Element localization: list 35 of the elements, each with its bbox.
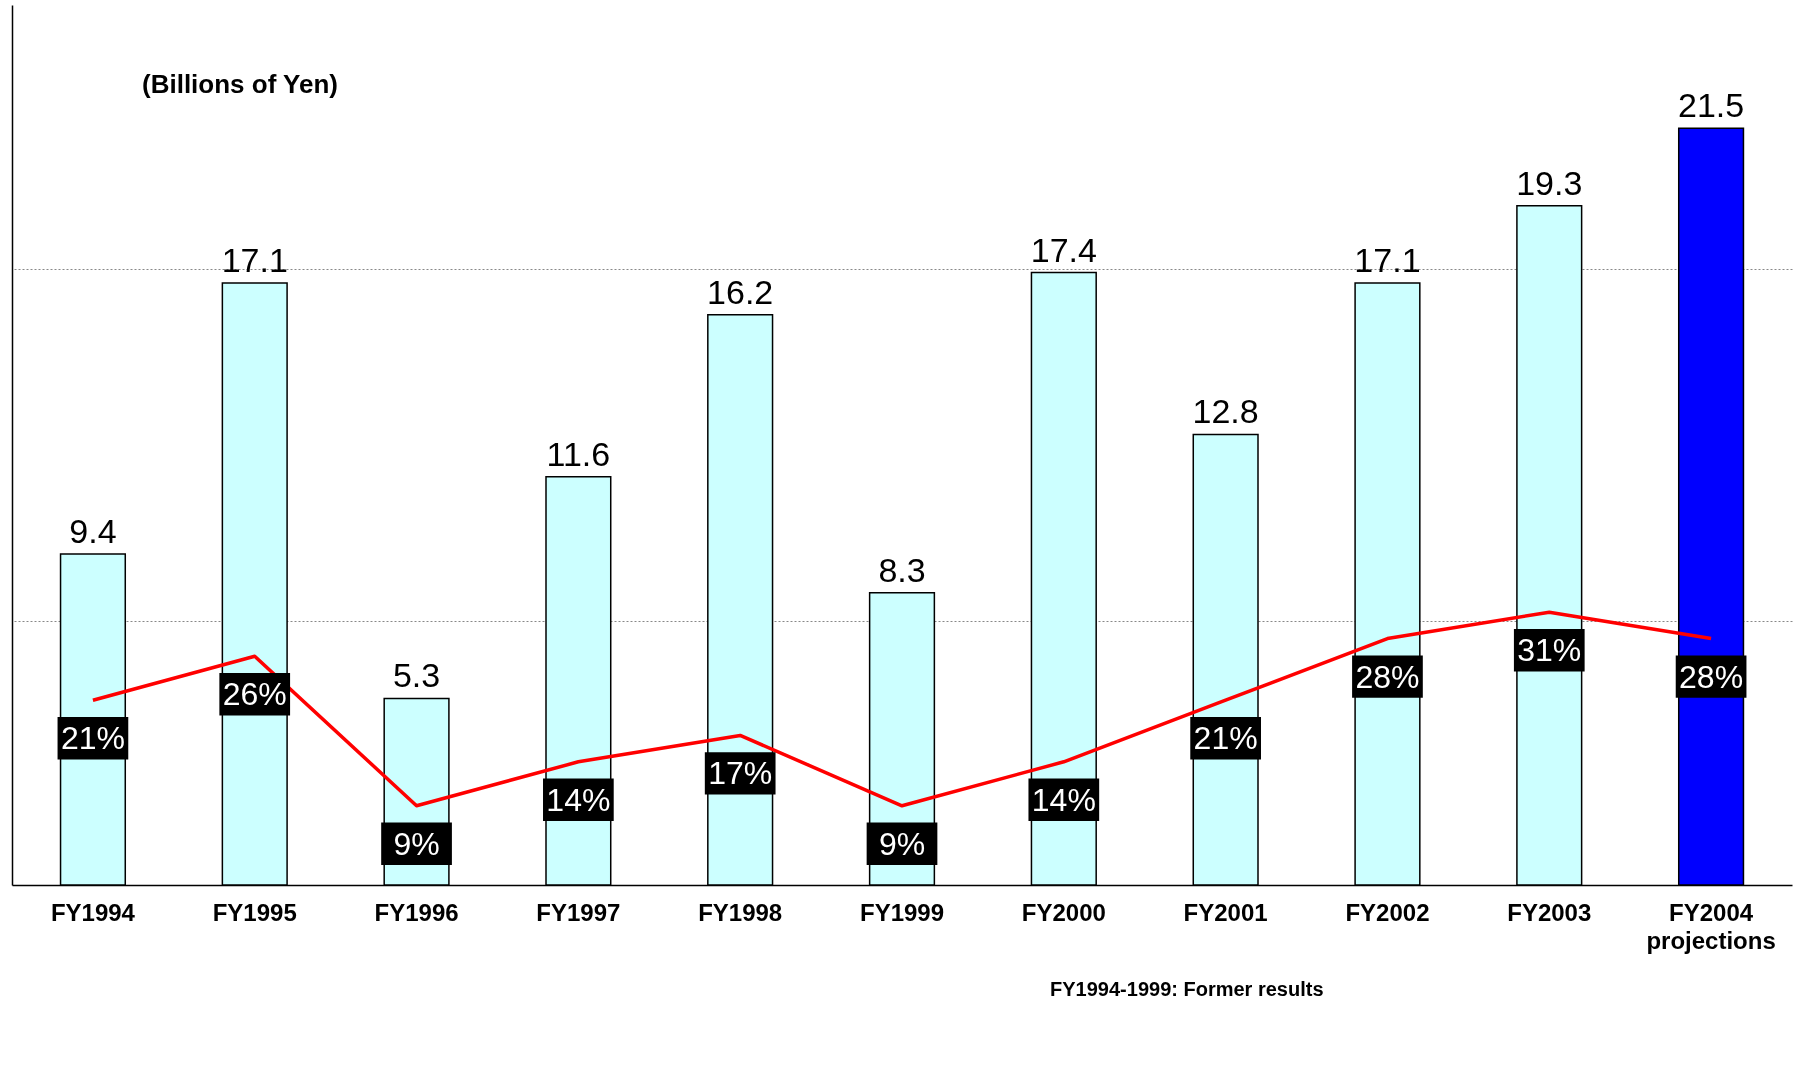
data-label: 28%: [1355, 658, 1420, 695]
data-label: 11.6: [546, 434, 611, 473]
data-label: 16.2: [707, 272, 774, 311]
data-label: 31%: [1517, 632, 1582, 669]
data-label: 21%: [60, 720, 125, 757]
data-label: 17.1: [1354, 241, 1421, 280]
data-label: 14%: [1031, 781, 1096, 818]
data-label: 21.5: [1678, 86, 1745, 125]
x-tick-label: FY2002: [1345, 898, 1430, 926]
data-label: 9%: [878, 825, 926, 862]
data-label: 12.8: [1192, 392, 1259, 431]
x-tick-label: FY1998: [698, 898, 783, 926]
x-tick-label: FY2003: [1507, 898, 1592, 926]
x-tick-label: FY1995: [212, 898, 297, 926]
data-label: 17.1: [221, 241, 288, 280]
x-tick-label: FY1994: [50, 898, 136, 926]
x-tick-label: FY2000: [1021, 898, 1106, 926]
x-tick-label: FY1999: [859, 898, 945, 926]
data-label: 17%: [708, 755, 773, 792]
x-tick-label: FY1997: [536, 898, 621, 926]
data-label: 21%: [1193, 720, 1258, 757]
data-label: 26%: [222, 676, 287, 713]
x-tick-label: FY2004 projections: [1646, 898, 1776, 954]
data-label: 19.3: [1516, 163, 1583, 202]
data-label: 14%: [546, 781, 611, 818]
data-label: 5.3: [392, 656, 441, 695]
data-label: 9%: [393, 825, 440, 862]
x-tick-label: FY1996: [374, 898, 459, 926]
data-label: 9.4: [69, 512, 117, 551]
annotation: (Billions of Yen): [142, 69, 338, 99]
x-tick-label: FY2001: [1183, 898, 1268, 926]
data-label: 8.3: [878, 550, 926, 589]
data-label: 28%: [1679, 658, 1744, 695]
text: FY1994-1999: Former results: [1050, 978, 1324, 1000]
data-label: 17.4: [1030, 230, 1097, 269]
